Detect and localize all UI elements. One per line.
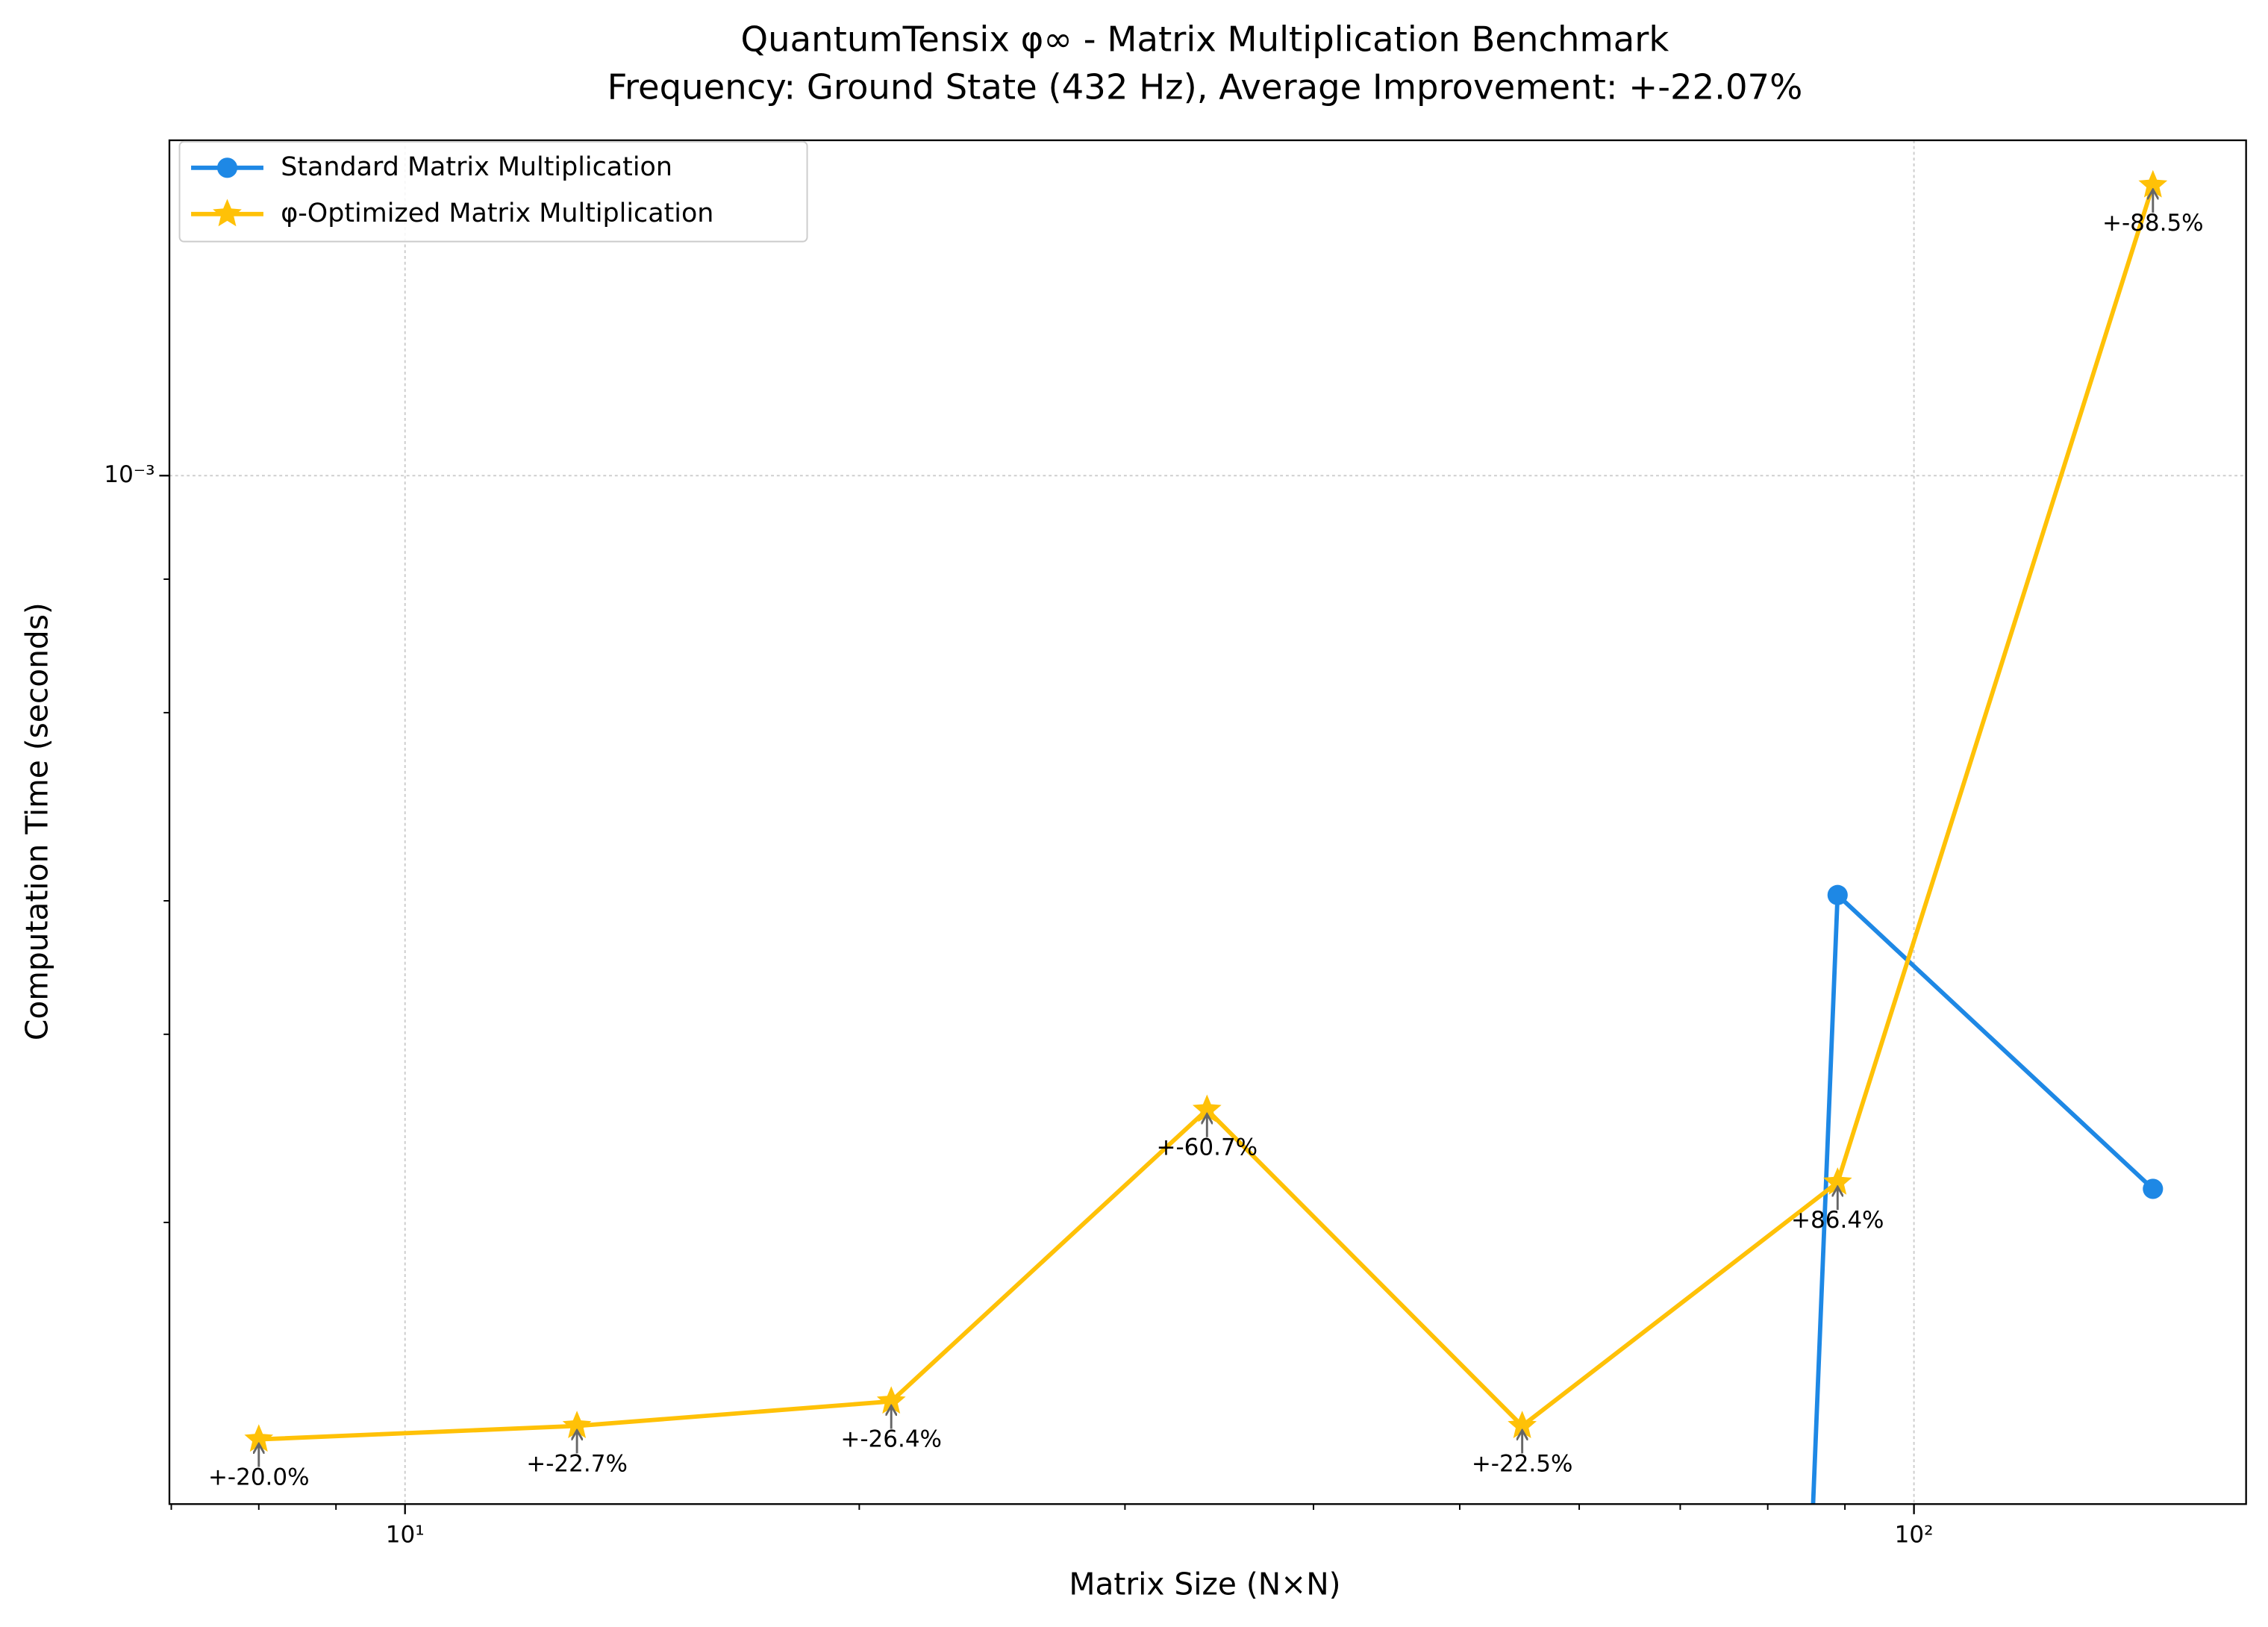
annotation: +86.4% [1791, 1207, 1884, 1234]
legend-label: φ-Optimized Matrix Multiplication [281, 199, 713, 228]
annotation: +-60.7% [1156, 1134, 1258, 1161]
annotation: +-26.4% [840, 1426, 942, 1453]
data-point [2138, 169, 2168, 198]
annotation: +-22.7% [526, 1450, 628, 1477]
overlay: 10¹ 10² 10⁻³ +-20.0% +-22.7% +-26.4% +-60.7% +-… [104, 140, 2204, 1548]
annotation: +-22.5% [1472, 1450, 1573, 1477]
series-line [258, 184, 2155, 1442]
series-line [1811, 890, 2155, 1505]
data-point [1827, 884, 1848, 905]
grid [169, 140, 2246, 1505]
x-tick-label: 10¹ [386, 1521, 425, 1548]
legend-marker [213, 199, 242, 227]
data-point [2143, 1178, 2164, 1199]
data-point [244, 1424, 274, 1452]
data-point [1508, 1411, 1537, 1439]
data-point [1822, 1167, 1852, 1195]
axes-frame [168, 139, 2247, 1505]
x-axis-label: Matrix Size (N×N) [1069, 1567, 1340, 1602]
legend-marker [216, 157, 238, 178]
legend-box [178, 140, 808, 243]
annotation: +-20.0% [208, 1464, 310, 1490]
plot-area [244, 169, 2168, 1505]
legend-label: Standard Matrix Multiplication [281, 152, 672, 182]
data-point [876, 1386, 906, 1414]
annotation: +-88.5% [2102, 210, 2204, 237]
chart-title: QuantumTensix φ∞ - Matrix Multiplication… [741, 19, 1669, 60]
chart-subtitle: Frequency: Ground State (432 Hz), Averag… [607, 67, 1803, 107]
data-point [562, 1411, 592, 1439]
y-axis-label: Computation Time (seconds) [19, 602, 55, 1040]
x-tick-label: 10² [1895, 1521, 1934, 1548]
y-tick-label: 10⁻³ [104, 461, 154, 488]
data-point [1192, 1094, 1222, 1122]
